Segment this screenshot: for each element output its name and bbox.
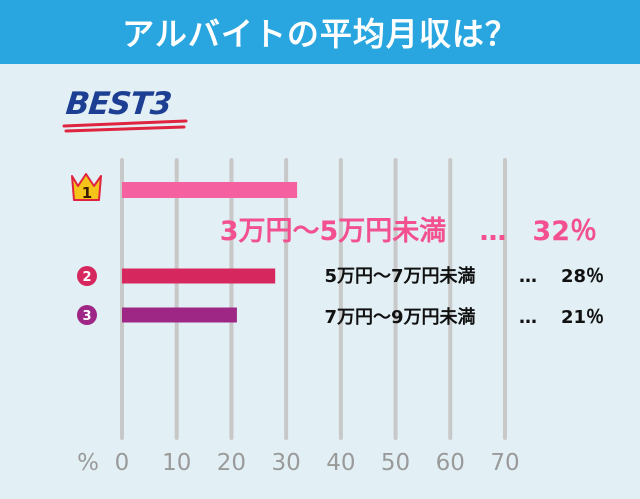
label-separator: …	[480, 216, 507, 247]
rank-circle	[77, 266, 97, 286]
best3-underline	[62, 119, 188, 133]
rank-badge: 3	[77, 305, 97, 325]
category-label: 3万円〜5万円未満	[220, 216, 447, 247]
rank-number: 1	[82, 184, 92, 202]
bar-labels: 3万円〜5万円未満… 32％5万円〜7万円未満… 28％7万円〜9万円未満… 21％	[220, 216, 604, 328]
x-tick-label: 0	[115, 450, 130, 476]
x-axis-label: %	[77, 450, 99, 476]
crown-icon: 1	[71, 173, 102, 202]
x-tick-label: 70	[490, 450, 519, 476]
chart-title: アルバイトの平均月収は？	[122, 15, 518, 53]
rank-number: 3	[82, 309, 91, 324]
rank-badges: 1 2 3	[71, 173, 102, 325]
x-tick-label: 40	[326, 450, 355, 476]
rank-number: 2	[82, 270, 91, 285]
bar	[122, 268, 276, 284]
label-separator: …	[519, 307, 537, 328]
x-tick-label: 20	[217, 450, 246, 476]
x-tick-label: 30	[272, 450, 301, 476]
bars	[122, 182, 298, 323]
category-label: 7万円〜9万円未満	[324, 306, 475, 328]
value-label: 32％	[532, 216, 597, 247]
x-tick-label: 60	[436, 450, 465, 476]
crown-shape	[71, 173, 102, 201]
grid-lines	[120, 158, 507, 440]
x-tick-label: 50	[381, 450, 410, 476]
value-label: 28％	[561, 266, 604, 287]
x-axis: 0 10 20 30 40 50 60 70%	[77, 450, 520, 476]
bar	[122, 307, 237, 323]
x-tick-label: 10	[162, 450, 191, 476]
title-banner: アルバイトの平均月収は？	[0, 0, 640, 64]
label-separator: …	[519, 266, 537, 287]
rank-circle	[77, 305, 97, 325]
category-label: 5万円〜7万円未満	[324, 265, 475, 287]
bar	[122, 182, 298, 198]
rank-badge: 2	[77, 266, 97, 286]
value-label: 21％	[561, 307, 604, 328]
